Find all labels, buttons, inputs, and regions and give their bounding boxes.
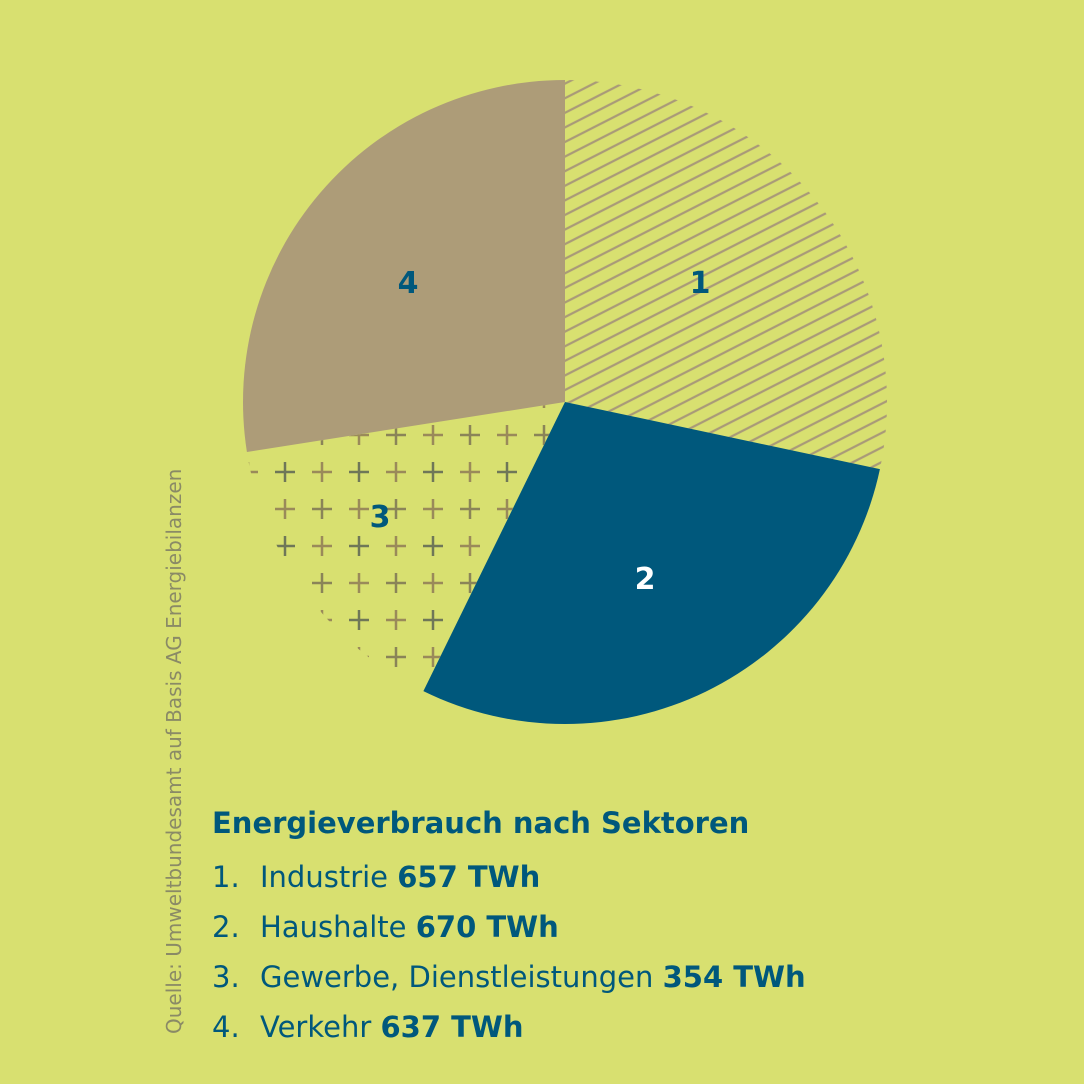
slice-label-4: 4 bbox=[398, 266, 419, 301]
legend-number: 2. bbox=[212, 910, 240, 944]
slice-label-3: 3 bbox=[370, 500, 391, 535]
legend-number: 4. bbox=[212, 1010, 240, 1044]
legend-item-industrie: 1. Industrie 657 TWh bbox=[212, 852, 806, 902]
legend-name: Gewerbe, Dienstleistungen bbox=[260, 960, 654, 994]
pie-slice-haushalte bbox=[423, 402, 880, 724]
slice-label-1: 1 bbox=[690, 266, 711, 301]
legend-name: Verkehr bbox=[260, 1010, 372, 1044]
pie-slice-industrie bbox=[565, 80, 887, 470]
legend-item-gewerbe: 3. Gewerbe, Dienstleistungen 354 TWh bbox=[212, 952, 806, 1002]
pie-slice-gewerbe bbox=[246, 402, 566, 692]
pie-slice-verkehr bbox=[242, 80, 565, 452]
legend-number: 1. bbox=[212, 860, 240, 894]
source-note: Quelle: Umweltbundesamt auf Basis AG Ene… bbox=[162, 468, 186, 1034]
legend-value: 657 TWh bbox=[397, 860, 541, 894]
legend-name: Industrie bbox=[260, 860, 389, 894]
legend-number: 3. bbox=[212, 960, 240, 994]
legend-item-verkehr: 4. Verkehr 637 TWh bbox=[212, 1002, 806, 1052]
legend: Energieverbrauch nach Sektoren 1. Industr… bbox=[212, 802, 806, 1052]
legend-value: 637 TWh bbox=[380, 1010, 524, 1044]
legend-value: 670 TWh bbox=[415, 910, 559, 944]
legend-item-haushalte: 2. Haushalte 670 TWh bbox=[212, 902, 806, 952]
chart-title: Energieverbrauch nach Sektoren bbox=[212, 806, 750, 840]
slice-label-2: 2 bbox=[635, 562, 656, 597]
pie-chart: 1 2 3 4 bbox=[242, 80, 887, 724]
legend-name: Haushalte bbox=[260, 910, 407, 944]
legend-value: 354 TWh bbox=[662, 960, 806, 994]
